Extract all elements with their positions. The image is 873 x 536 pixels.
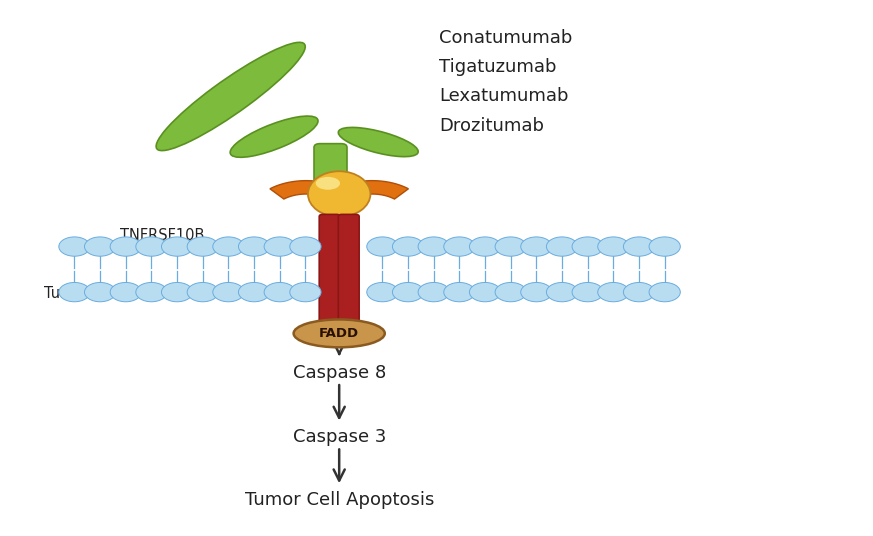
Ellipse shape <box>162 237 193 256</box>
FancyBboxPatch shape <box>314 144 347 186</box>
Ellipse shape <box>521 282 552 302</box>
FancyBboxPatch shape <box>320 214 340 322</box>
Ellipse shape <box>546 282 578 302</box>
Ellipse shape <box>418 282 450 302</box>
PathPatch shape <box>320 181 409 208</box>
Ellipse shape <box>367 282 398 302</box>
Ellipse shape <box>110 282 141 302</box>
Ellipse shape <box>339 128 418 157</box>
Ellipse shape <box>265 237 295 256</box>
Ellipse shape <box>495 237 526 256</box>
Ellipse shape <box>367 237 398 256</box>
Text: Caspase 8: Caspase 8 <box>292 363 386 382</box>
PathPatch shape <box>270 181 359 208</box>
Ellipse shape <box>393 282 423 302</box>
Ellipse shape <box>136 282 167 302</box>
Ellipse shape <box>230 116 318 157</box>
Ellipse shape <box>238 282 270 302</box>
Ellipse shape <box>470 237 501 256</box>
Ellipse shape <box>162 282 193 302</box>
Text: Conatumumab: Conatumumab <box>439 28 573 47</box>
Ellipse shape <box>290 282 321 302</box>
Text: Caspase 3: Caspase 3 <box>292 428 386 446</box>
Ellipse shape <box>187 282 218 302</box>
Ellipse shape <box>265 282 295 302</box>
Ellipse shape <box>58 282 90 302</box>
Ellipse shape <box>136 237 167 256</box>
Ellipse shape <box>546 237 578 256</box>
Ellipse shape <box>213 282 244 302</box>
Ellipse shape <box>293 319 385 347</box>
Text: TNFRSF10B: TNFRSF10B <box>120 228 204 243</box>
Ellipse shape <box>598 282 629 302</box>
Ellipse shape <box>572 282 603 302</box>
Ellipse shape <box>213 237 244 256</box>
Ellipse shape <box>110 237 141 256</box>
Ellipse shape <box>572 237 603 256</box>
Ellipse shape <box>443 237 475 256</box>
Ellipse shape <box>623 237 655 256</box>
Ellipse shape <box>623 282 655 302</box>
Text: Tigatuzumab: Tigatuzumab <box>439 58 556 76</box>
Ellipse shape <box>649 237 680 256</box>
Ellipse shape <box>418 237 450 256</box>
Ellipse shape <box>649 282 680 302</box>
Ellipse shape <box>85 237 116 256</box>
Ellipse shape <box>238 237 270 256</box>
Ellipse shape <box>393 237 423 256</box>
Ellipse shape <box>58 237 90 256</box>
Ellipse shape <box>85 282 116 302</box>
Ellipse shape <box>290 237 321 256</box>
Ellipse shape <box>187 237 218 256</box>
Text: Tumor Cell Apoptosis: Tumor Cell Apoptosis <box>244 490 434 509</box>
Text: FADD: FADD <box>320 327 360 340</box>
Ellipse shape <box>316 177 340 190</box>
Ellipse shape <box>495 282 526 302</box>
Text: Tumor Cell Membrane: Tumor Cell Membrane <box>44 286 204 301</box>
FancyBboxPatch shape <box>339 214 359 322</box>
Ellipse shape <box>521 237 552 256</box>
Ellipse shape <box>470 282 501 302</box>
Ellipse shape <box>443 282 475 302</box>
Ellipse shape <box>308 171 370 217</box>
Ellipse shape <box>598 237 629 256</box>
Text: Drozitumab: Drozitumab <box>439 117 544 135</box>
Ellipse shape <box>156 42 306 151</box>
Text: Lexatumumab: Lexatumumab <box>439 87 568 106</box>
